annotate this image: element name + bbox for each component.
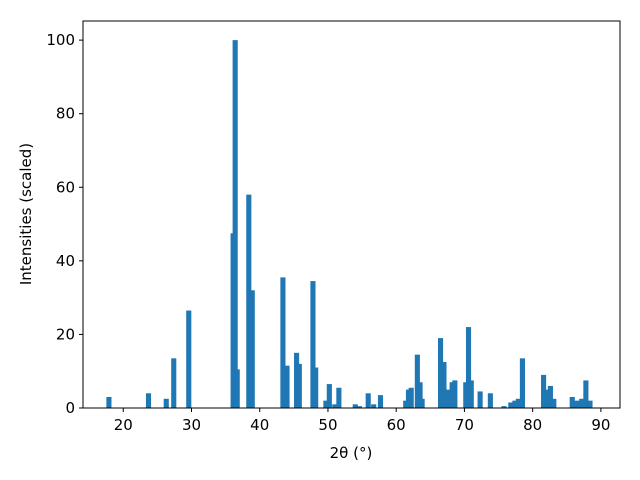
bar [579,398,585,408]
bar [508,402,514,408]
y-tick-label: 80 [56,105,75,123]
x-tick-label: 90 [591,416,610,434]
bar [551,398,557,408]
bar [186,310,192,408]
y-axis-label: Intensities (scaled) [17,143,35,285]
bar [326,384,332,408]
bar [249,290,255,408]
bar [403,400,409,408]
bar [365,393,371,408]
bar [515,398,521,408]
bar [419,398,425,408]
bar [332,404,338,408]
bar [445,389,451,408]
bar [405,389,412,408]
bar [569,396,575,408]
y-tick-label: 0 [65,399,75,417]
bar [574,400,580,408]
y-tick-label: 20 [56,325,75,343]
bar [232,40,238,409]
bar [452,380,458,408]
bar [313,367,319,408]
x-tick-label: 50 [318,416,337,434]
bar [468,380,474,408]
y-tick-label: 100 [46,31,75,49]
bar [323,400,329,408]
x-axis-label: 2θ (°) [330,444,373,462]
bar [441,362,447,408]
bar [234,369,240,408]
bar [377,395,384,408]
bar [547,385,553,408]
bar [284,365,290,408]
bar [587,400,593,408]
bar [437,338,444,408]
bar [163,398,169,408]
bar [296,363,302,408]
bar [414,354,420,408]
bar [417,382,423,408]
bar [280,277,286,408]
bar [408,387,414,408]
bar [371,404,377,408]
bar [246,194,252,408]
bar [336,387,342,408]
x-tick-label: 20 [114,416,133,434]
bar [449,382,455,408]
bar [356,406,362,408]
x-tick-label: 60 [387,416,406,434]
x-tick-label: 80 [523,416,542,434]
bar [487,393,493,408]
bar [352,404,358,408]
bar [106,396,112,408]
bar [294,352,300,408]
bar [465,327,472,408]
plot-frame [82,20,621,409]
bar [501,406,507,408]
x-tick-label: 30 [182,416,201,434]
bar [463,382,469,408]
bar [519,358,525,408]
bar [544,389,550,408]
bar [477,391,483,408]
x-tick-label: 40 [250,416,269,434]
bar [512,400,518,408]
bar [171,358,177,408]
bar [310,281,316,408]
bar [145,393,152,408]
y-tick-label: 60 [56,178,75,196]
bar [541,374,547,408]
bar [583,380,589,408]
x-tick-label: 70 [455,416,474,434]
y-tick-label: 40 [56,252,75,270]
